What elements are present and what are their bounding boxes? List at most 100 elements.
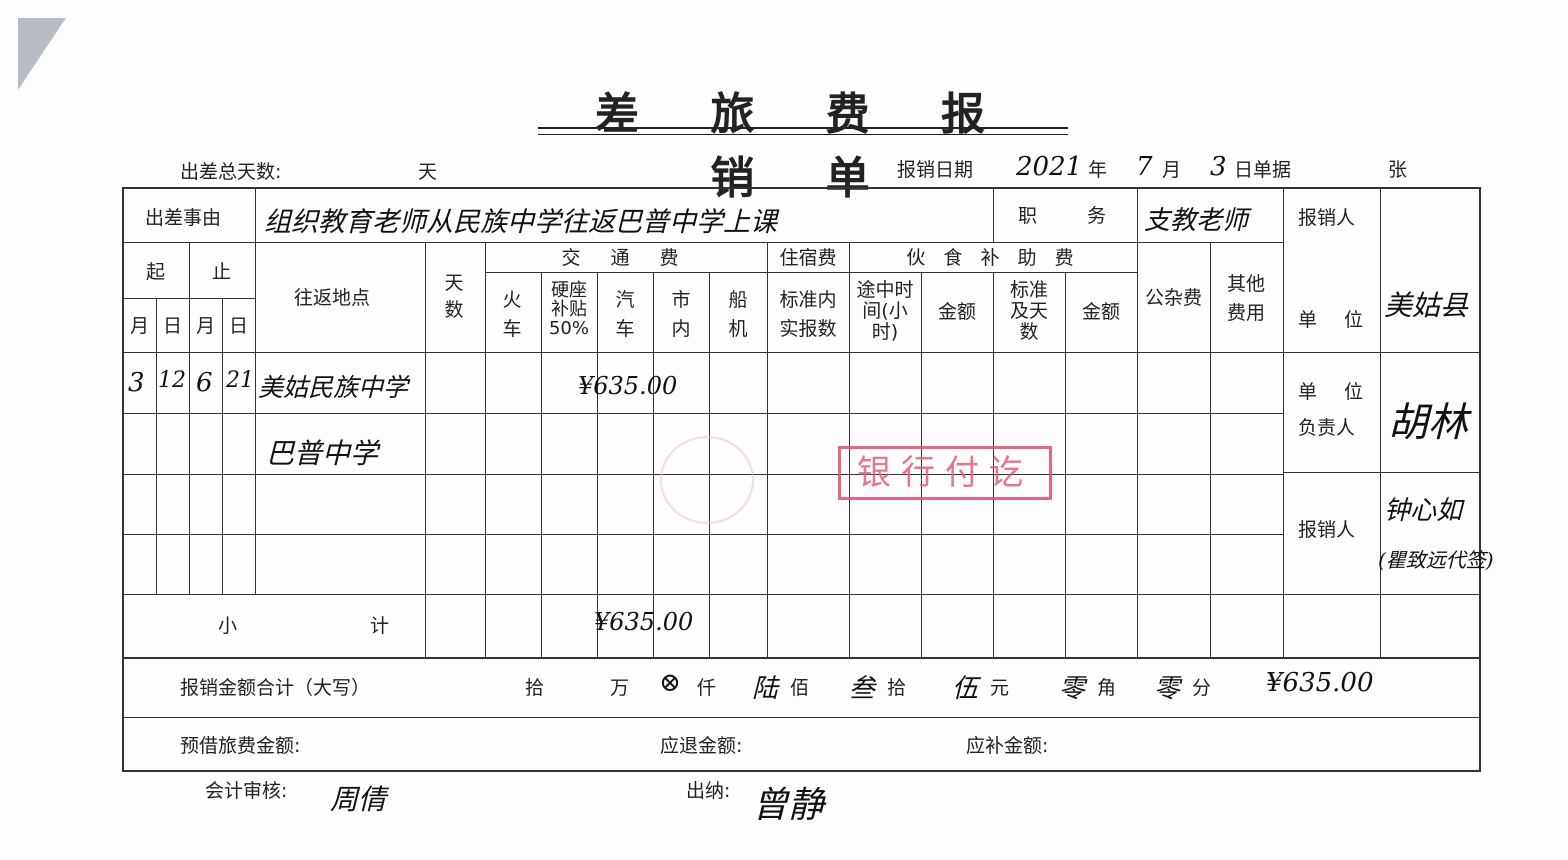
- grid-line: [123, 770, 1481, 772]
- grid-line: [485, 272, 1137, 273]
- unit-value: 美姑县: [1384, 289, 1469, 322]
- ship-plane-header: 船机: [728, 289, 748, 340]
- subtotal-transport: ¥635.00: [594, 608, 694, 636]
- meal-amount2-header: 金额: [1081, 301, 1120, 323]
- digit-6: 零: [1059, 674, 1086, 704]
- refund-label: 应退金额:: [660, 735, 743, 757]
- misc-header: 公杂费: [1144, 287, 1202, 309]
- grid-line: [993, 187, 994, 242]
- row1-start-month: 3: [128, 368, 145, 398]
- other-header: 其他费用: [1226, 273, 1265, 324]
- grid-line: [1283, 187, 1284, 657]
- unit-head-label-2: 负责人: [1298, 417, 1356, 439]
- grid-line: [123, 594, 1481, 595]
- grid-line: [767, 242, 768, 657]
- subtotal-label-a: 小: [218, 615, 238, 637]
- reason-value: 组织教育老师从民族中学往返巴普中学上课: [264, 207, 777, 238]
- grid-line: [1479, 187, 1481, 772]
- unit-3: 佰: [790, 677, 810, 699]
- grid-line: [849, 242, 850, 657]
- claimant-proxy-signature: (瞿致远代签): [1378, 548, 1494, 572]
- lodging-actual-header: 标准内实报数: [779, 289, 837, 340]
- hard-seat-header: 硬座补贴50%: [548, 280, 589, 339]
- grid-line: [123, 352, 1481, 353]
- sheets-unit: 张: [1388, 159, 1408, 181]
- start-month-header: 月: [130, 315, 150, 337]
- advance-label: 预借旅费金额:: [180, 735, 301, 757]
- grid-line: [156, 298, 157, 594]
- page-corner-fold: [18, 18, 66, 90]
- end-month-header: 月: [196, 315, 216, 337]
- digit-3: 陆: [752, 674, 779, 704]
- grid-line: [222, 298, 223, 594]
- claimant-signature: 钟心如: [1384, 496, 1463, 526]
- unit-0: 拾: [525, 677, 545, 699]
- total-amount: ¥635.00: [1266, 668, 1374, 698]
- grid-line: [1065, 272, 1066, 657]
- grid-line: [993, 272, 994, 657]
- row1-end-day: 21: [226, 368, 254, 393]
- days-header: 天数: [444, 272, 464, 321]
- position-label: 职 务: [1018, 205, 1111, 227]
- digit-7: 零: [1154, 674, 1181, 704]
- end-day-header: 日: [229, 315, 249, 337]
- unit-head-signature: 胡林: [1388, 400, 1468, 446]
- unit-7: 分: [1192, 677, 1212, 699]
- meal-amount1-header: 金额: [937, 301, 976, 323]
- day-receipt-label: 日单据: [1234, 159, 1292, 181]
- start-day-header: 日: [163, 315, 183, 337]
- unit-4: 拾: [887, 677, 907, 699]
- date-label: 报销日期: [897, 159, 974, 181]
- row1-transport: ¥635.00: [578, 372, 678, 400]
- transport-header: 交 通 费: [561, 247, 691, 269]
- month-value: 7: [1136, 152, 1153, 182]
- grid-line: [123, 413, 1283, 414]
- lodging-header: 住宿费: [779, 247, 837, 269]
- unit-5: 元: [990, 677, 1010, 699]
- accountant-label: 会计审核:: [205, 780, 288, 802]
- total-words-label: 报销金额合计（大写）: [180, 677, 371, 699]
- grid-line: [1283, 472, 1481, 473]
- grid-line: [1137, 187, 1138, 594]
- grid-line: [123, 534, 1283, 535]
- bus-header: 汽车: [615, 289, 635, 340]
- grid-line: [485, 242, 486, 657]
- claimant-label: 报销人: [1298, 207, 1356, 229]
- grid-line: [1380, 187, 1381, 657]
- days-unit: 天: [418, 161, 438, 183]
- grid-line: [255, 187, 256, 594]
- city-header: 市内: [671, 289, 691, 340]
- unit-1: 万: [610, 677, 630, 699]
- grid-line: [1210, 242, 1211, 657]
- subtotal-label-b: 计: [370, 615, 390, 637]
- unit-2: 仟: [697, 677, 717, 699]
- grid-line: [123, 242, 1283, 243]
- digit-5: 伍: [952, 674, 979, 704]
- month-label: 月: [1162, 159, 1182, 181]
- grid-line: [189, 242, 190, 594]
- unit-label: 单 位: [1298, 309, 1368, 331]
- unit-head-label-1: 单 位: [1298, 381, 1368, 403]
- row2-route: 巴普中学: [266, 437, 379, 470]
- grid-line: [653, 272, 654, 657]
- digit-4: 叁: [849, 674, 876, 704]
- claimant2-label: 报销人: [1298, 519, 1356, 541]
- row1-end-month: 6: [196, 368, 213, 398]
- digit-2: ⊗: [659, 668, 681, 698]
- year-label: 年: [1088, 159, 1108, 181]
- row1-start-day: 12: [158, 368, 186, 393]
- total-days-label: 出差总天数:: [180, 161, 282, 183]
- route-header: 往返地点: [294, 287, 371, 309]
- grid-line: [1137, 594, 1138, 657]
- grid-line: [597, 272, 598, 657]
- start-header: 起: [146, 261, 166, 283]
- reason-label: 出差事由: [145, 207, 222, 229]
- grid-line: [921, 272, 922, 657]
- grid-line: [541, 272, 542, 657]
- end-header: 止: [212, 261, 232, 283]
- cashier-signature: 曾静: [752, 785, 825, 826]
- train-header: 火车: [502, 289, 522, 340]
- paid-stamp: 银行付讫: [838, 446, 1052, 500]
- meal-header: 伙 食 补 助 费: [906, 247, 1080, 269]
